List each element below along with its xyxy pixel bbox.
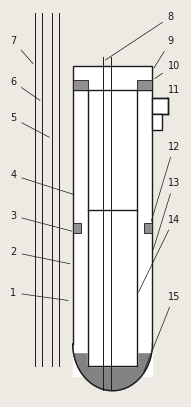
Bar (73, 223, 81, 233)
Polygon shape (73, 90, 152, 376)
Text: 8: 8 (105, 12, 174, 60)
Text: 5: 5 (10, 113, 49, 137)
Text: 2: 2 (10, 247, 70, 264)
Text: 10: 10 (155, 61, 180, 79)
Text: 7: 7 (10, 36, 33, 63)
Text: 11: 11 (168, 85, 180, 98)
Bar (152, 98, 168, 114)
Text: 12: 12 (151, 142, 180, 221)
Text: 13: 13 (153, 178, 180, 249)
Text: 14: 14 (138, 215, 180, 292)
Bar (144, 223, 152, 233)
Text: 9: 9 (154, 36, 174, 68)
Bar (73, 66, 152, 90)
Bar (152, 114, 162, 131)
Polygon shape (88, 82, 137, 366)
Text: 3: 3 (10, 211, 72, 231)
Text: 1: 1 (10, 288, 68, 300)
Text: 4: 4 (10, 170, 74, 195)
Bar (137, 80, 152, 90)
Polygon shape (88, 82, 137, 366)
Text: 15: 15 (144, 292, 180, 371)
Polygon shape (73, 344, 152, 391)
Polygon shape (74, 91, 151, 352)
Text: 6: 6 (10, 77, 40, 101)
Bar (73, 80, 88, 90)
